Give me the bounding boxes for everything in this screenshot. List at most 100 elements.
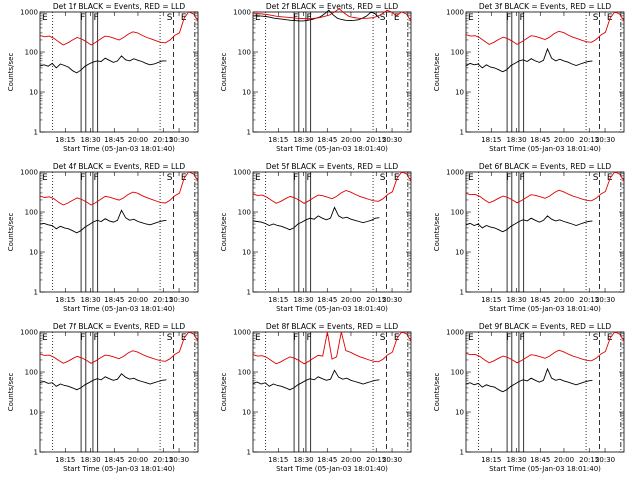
y-tick-label: 10 (455, 249, 464, 257)
panel-title: Det 2f BLACK = Events, RED = LLD (266, 2, 399, 11)
y-tick-label: 10 (29, 249, 38, 257)
y-tick-label: 10 (242, 249, 251, 257)
segment-marker-label: S (167, 333, 173, 343)
x-axis-label: Start Time (05-Jan-03 18:01:40) (63, 145, 175, 153)
segment-marker-label: F (519, 333, 524, 343)
x-tick-label: 18:30 (80, 136, 100, 144)
x-tick-label: 18:45 (317, 296, 337, 304)
segment-marker-label: E (394, 13, 400, 23)
x-tick-label: 18:30 (506, 136, 526, 144)
y-tick-label: 100 (238, 369, 251, 377)
y-tick-label: 1000 (20, 329, 38, 337)
lld-series-line (252, 171, 412, 204)
lld-series-line (252, 8, 412, 22)
plot-frame (465, 171, 625, 293)
segment-marker-label: S (380, 173, 386, 183)
segment-marker-label: E (468, 333, 474, 343)
y-tick-label: 100 (238, 49, 251, 57)
x-tick-label: 18:15 (481, 296, 501, 304)
events-series-line (39, 55, 167, 74)
segment-marker-label: E (42, 333, 48, 343)
plot-frame (39, 171, 199, 293)
x-tick-label: 20:15 (153, 456, 173, 464)
events-series-line (465, 47, 593, 73)
lld-series-line (465, 11, 625, 45)
detector-panel: Det 4f BLACK = Events, RED = LLD 1 10 100 10… (7, 162, 199, 313)
x-tick-label: 18:15 (55, 136, 75, 144)
detector-panel: Det 1f BLACK = Events, RED = LLD 1 10 100 10… (7, 2, 199, 153)
y-tick-label: 1 (460, 289, 464, 297)
lld-series-line (39, 171, 199, 206)
x-tick-label: 20:15 (579, 456, 599, 464)
segment-marker-label: F (80, 13, 85, 23)
segment-marker-label: S (167, 173, 173, 183)
x-tick-label: 18:45 (104, 136, 124, 144)
x-tick-label: 20:15 (153, 296, 173, 304)
plot-frame (39, 11, 199, 133)
detector-panel: Det 9f BLACK = Events, RED = LLD 1 10 100 10… (433, 322, 625, 473)
x-tick-label: 20:30 (169, 296, 189, 304)
plot-frame (39, 331, 199, 453)
x-tick-label: 18:15 (268, 136, 288, 144)
y-tick-label: 1 (34, 289, 38, 297)
panel-title: Det 8f BLACK = Events, RED = LLD (266, 322, 399, 331)
panel-title: Det 4f BLACK = Events, RED = LLD (53, 162, 186, 171)
y-axis-label: Counts/sec (220, 213, 228, 252)
x-tick-label: 20:15 (579, 136, 599, 144)
segment-marker-label: F (93, 13, 98, 23)
y-tick-label: 1 (247, 129, 251, 137)
y-tick-label: 100 (25, 369, 38, 377)
x-tick-label: 20:30 (595, 296, 615, 304)
y-tick-label: 10 (455, 89, 464, 97)
y-tick-label: 1 (247, 449, 251, 457)
plot-frame (465, 11, 625, 133)
detector-panel: Det 6f BLACK = Events, RED = LLD 1 10 100 10… (433, 162, 625, 313)
y-tick-label: 1 (460, 449, 464, 457)
y-tick-label: 1000 (446, 329, 464, 337)
y-axis-label: Counts/sec (7, 53, 15, 92)
segment-marker-label: S (380, 333, 386, 343)
detector-panel: Det 2f BLACK = Events, RED = LLD 1 10 100 10… (220, 2, 412, 153)
y-tick-label: 1 (247, 289, 251, 297)
segment-marker-label: E (468, 13, 474, 23)
plot-frame (252, 331, 412, 453)
x-tick-label: 18:30 (506, 456, 526, 464)
x-tick-label: 20:00 (554, 136, 574, 144)
x-tick-label: 20:00 (341, 136, 361, 144)
segment-marker-label: F (506, 173, 511, 183)
y-tick-label: 10 (455, 409, 464, 417)
panel-title: Det 3f BLACK = Events, RED = LLD (479, 2, 612, 11)
segment-marker-label: F (80, 333, 85, 343)
lld-series-line (465, 331, 625, 364)
x-tick-label: 20:00 (128, 456, 148, 464)
y-tick-label: 1000 (20, 9, 38, 17)
detector-panel: Det 8f BLACK = Events, RED = LLD 1 10 100 10… (220, 322, 412, 473)
panel-title: Det 1f BLACK = Events, RED = LLD (53, 2, 186, 11)
y-tick-label: 100 (451, 369, 464, 377)
x-tick-label: 18:45 (530, 456, 550, 464)
x-axis-label: Start Time (05-Jan-03 18:01:40) (276, 145, 388, 153)
lld-series-line (465, 171, 625, 204)
segment-marker-label: S (593, 333, 599, 343)
x-tick-label: 20:30 (169, 456, 189, 464)
lld-series-line (39, 11, 199, 46)
segment-marker-label: F (506, 333, 511, 343)
y-tick-label: 1000 (20, 169, 38, 177)
segment-marker-label: F (293, 173, 298, 183)
x-tick-label: 18:30 (293, 136, 313, 144)
y-tick-label: 10 (29, 409, 38, 417)
y-tick-label: 1000 (446, 169, 464, 177)
segment-marker-label: E (42, 173, 48, 183)
y-tick-label: 1000 (233, 169, 251, 177)
y-tick-label: 1 (460, 129, 464, 137)
x-tick-label: 20:15 (153, 136, 173, 144)
x-tick-label: 20:00 (554, 296, 574, 304)
segment-marker-label: F (519, 173, 524, 183)
x-tick-label: 20:30 (382, 136, 402, 144)
x-tick-label: 18:15 (268, 456, 288, 464)
segment-marker-label: S (380, 13, 386, 23)
x-tick-label: 18:15 (268, 296, 288, 304)
events-series-line (39, 373, 167, 391)
y-tick-label: 1000 (233, 329, 251, 337)
x-axis-label: Start Time (05-Jan-03 18:01:40) (63, 305, 175, 313)
